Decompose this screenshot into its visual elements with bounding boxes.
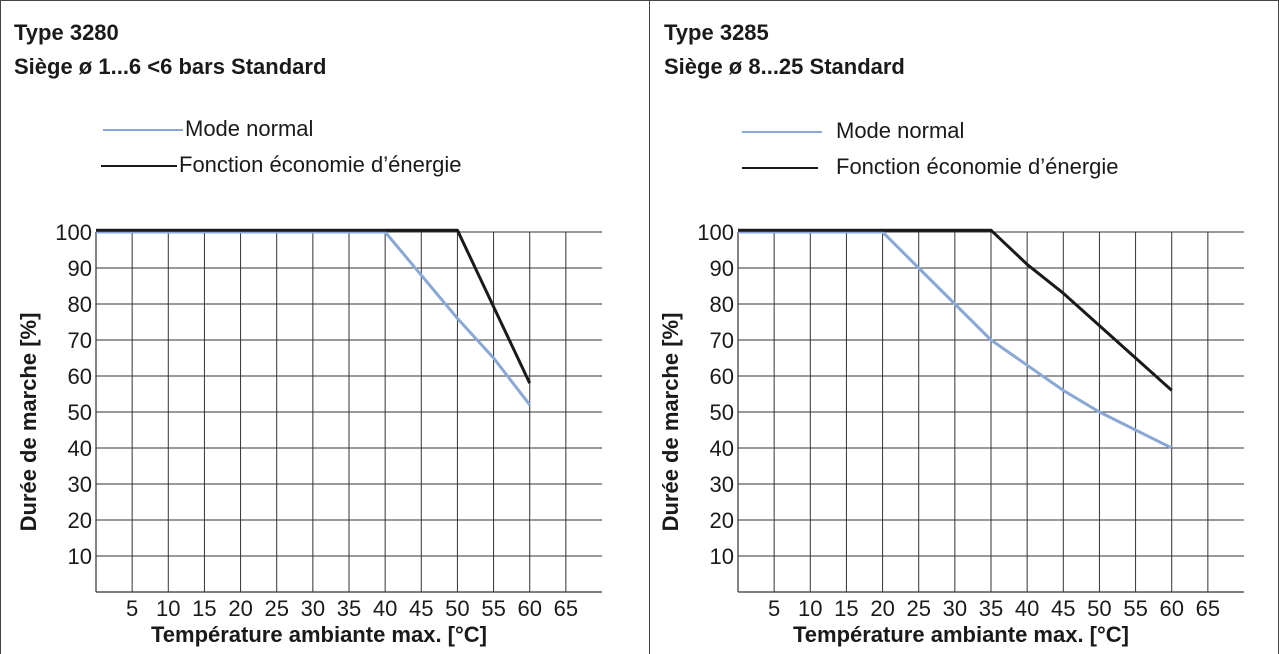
x-tick-label: 10 [156, 596, 180, 621]
chart-subtitle: Siège ø 8...25 Standard [664, 54, 905, 79]
grid [738, 231, 1244, 592]
x-axis-label: Température ambiante max. [°C] [151, 622, 487, 647]
chart-legend: Mode normal Fonction économie d’énergie [101, 112, 601, 184]
legend-swatch-normal [103, 129, 183, 131]
x-tick-label: 55 [1123, 596, 1147, 621]
y-axis-label: Durée de marche [%] [16, 313, 41, 532]
y-tick-label: 10 [68, 544, 92, 569]
x-tick-label: 20 [870, 596, 894, 621]
y-tick-label: 50 [68, 400, 92, 425]
x-tick-label: 30 [301, 596, 325, 621]
panel-divider [649, 0, 650, 654]
x-tick-label: 5 [126, 596, 138, 621]
y-tick-label: 100 [697, 220, 734, 245]
y-tick-label: 60 [68, 364, 92, 389]
x-tick-label: 35 [337, 596, 361, 621]
x-tick-label: 50 [1087, 596, 1111, 621]
legend-label: Fonction économie d’énergie [179, 152, 462, 177]
chart-title: Type 3285 [664, 20, 769, 45]
x-tick-label: 15 [192, 596, 216, 621]
x-axis-label: Température ambiante max. [°C] [793, 622, 1129, 647]
x-tick-label: 30 [943, 596, 967, 621]
legend-item-eco: Fonction économie d’énergie [742, 150, 1242, 186]
legend-item-normal: Mode normal [742, 114, 1242, 150]
y-tick-label: 80 [68, 292, 92, 317]
line-chart-type-3285: 10 20 30 40 50 60 70 80 90 100 5 10 15 20 25 30 35 40 45 50… [658, 220, 1244, 647]
y-tick-label: 70 [68, 328, 92, 353]
legend-label: Mode normal [836, 118, 965, 143]
x-tick-label: 65 [1196, 596, 1220, 621]
x-tick-label: 25 [264, 596, 288, 621]
x-tick-label: 50 [445, 596, 469, 621]
x-tick-label: 35 [979, 596, 1003, 621]
y-tick-label: 100 [55, 220, 92, 245]
x-tick-label: 55 [481, 596, 505, 621]
legend-label: Mode normal [185, 116, 314, 141]
x-tick-label: 25 [906, 596, 930, 621]
x-tick-label: 65 [554, 596, 578, 621]
chart-panel-type-3285: Type 3285 Siège ø 8...25 Standard Mode n… [650, 0, 1279, 654]
chart-subtitle: Siège ø 1...6 <6 bars Standard [14, 54, 327, 79]
series-eco-line [738, 228, 1173, 392]
chart-panel-type-3280: Type 3280 Siège ø 1...6 <6 bars Standard… [14, 20, 602, 647]
x-tick-label: 5 [768, 596, 780, 621]
y-tick-label: 90 [68, 256, 92, 281]
x-tick-label: 15 [834, 596, 858, 621]
x-tick-label: 40 [373, 596, 397, 621]
y-tick-label: 90 [710, 256, 734, 281]
y-tick-label: 30 [710, 472, 734, 497]
legend-item-normal: Mode normal [101, 112, 601, 148]
y-tick-label: 20 [68, 508, 92, 533]
x-tick-label: 10 [798, 596, 822, 621]
y-tick-label: 40 [710, 436, 734, 461]
x-tick-label: 60 [1159, 596, 1183, 621]
x-tick-label: 45 [1051, 596, 1075, 621]
legend-item-eco: Fonction économie d’énergie [101, 148, 601, 184]
x-tick-label: 60 [517, 596, 541, 621]
line-chart-type-3280: 10 20 30 40 50 60 70 80 90 100 5 10 15 20 25 30 35 40 45 50… [16, 220, 602, 647]
y-tick-label: 50 [710, 400, 734, 425]
y-tick-label: 10 [710, 544, 734, 569]
y-tick-label: 20 [710, 508, 734, 533]
legend-swatch-normal [742, 131, 822, 133]
series-normal-line [96, 230, 531, 406]
chart-legend: Mode normal Fonction économie d’énergie [742, 114, 1242, 186]
legend-label: Fonction économie d’énergie [836, 154, 1119, 179]
y-tick-label: 70 [710, 328, 734, 353]
series-eco-line [96, 228, 532, 384]
y-tick-label: 80 [710, 292, 734, 317]
y-tick-label: 40 [68, 436, 92, 461]
chart-title: Type 3280 [14, 20, 119, 45]
y-tick-label: 30 [68, 472, 92, 497]
legend-swatch-eco [742, 167, 818, 169]
y-tick-label: 60 [710, 364, 734, 389]
y-axis-label: Durée de marche [%] [658, 313, 683, 532]
grid [96, 231, 602, 592]
series-normal-line [738, 230, 1173, 450]
x-tick-label: 45 [409, 596, 433, 621]
x-tick-label: 20 [228, 596, 252, 621]
x-tick-label: 40 [1015, 596, 1039, 621]
legend-swatch-eco [101, 165, 177, 167]
